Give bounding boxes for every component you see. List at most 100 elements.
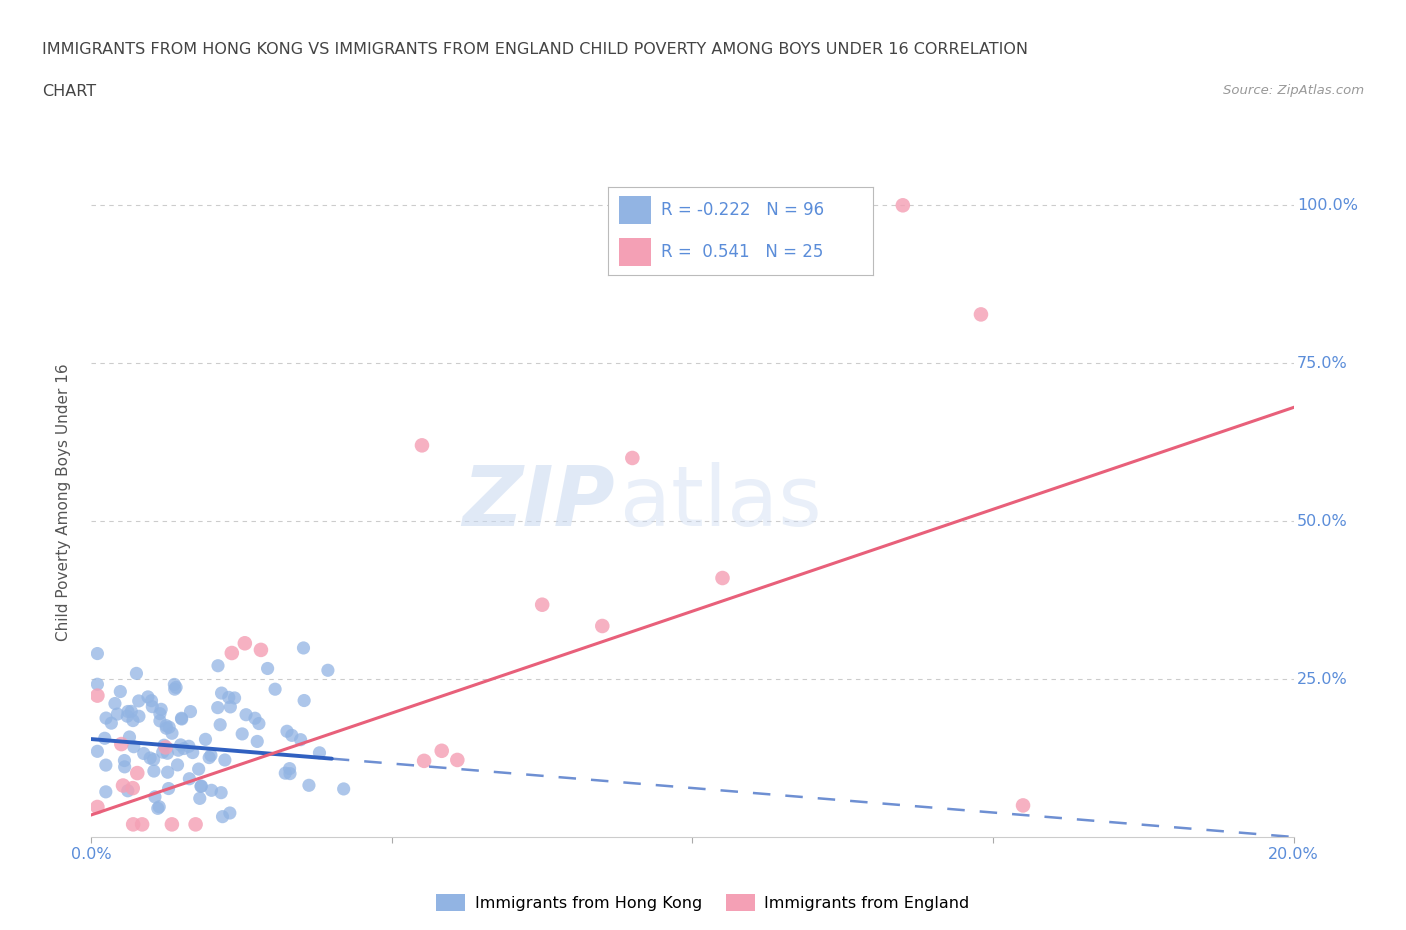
Point [146, 801, 169, 816]
Point [711, 571, 734, 586]
Point [125, 666, 148, 681]
Point [86, 677, 108, 692]
Point [214, 752, 236, 767]
Point [141, 693, 163, 708]
Point [118, 729, 141, 744]
Point [160, 817, 183, 831]
Text: ZIP: ZIP [461, 461, 614, 543]
Point [250, 643, 273, 658]
Point [163, 682, 186, 697]
Point [86, 744, 108, 759]
Point [170, 711, 193, 726]
Point [122, 739, 145, 754]
Point [122, 817, 145, 831]
Point [94, 711, 117, 725]
Point [218, 690, 240, 705]
Point [93, 731, 115, 746]
Point [290, 732, 312, 747]
Point [120, 704, 142, 719]
Point [411, 438, 433, 453]
Point [157, 720, 180, 735]
Point [122, 713, 145, 728]
Point [170, 711, 193, 725]
Point [110, 684, 132, 699]
Text: 25.0%: 25.0% [1298, 671, 1348, 686]
Point [281, 728, 304, 743]
Text: IMMIGRANTS FROM HONG KONG VS IMMIGRANTS FROM ENGLAND CHILD POVERTY AMONG BOYS UN: IMMIGRANTS FROM HONG KONG VS IMMIGRANTS … [42, 42, 1028, 57]
Point [117, 704, 139, 719]
Point [127, 765, 149, 780]
Point [200, 748, 222, 763]
Point [209, 785, 232, 800]
Point [131, 817, 153, 831]
Point [179, 704, 201, 719]
Point [316, 663, 339, 678]
Point [621, 450, 644, 465]
Point [100, 716, 122, 731]
Point [332, 781, 354, 796]
Bar [619, 238, 651, 266]
Point [143, 790, 166, 804]
Point [156, 764, 179, 779]
Point [148, 800, 170, 815]
Point [155, 718, 177, 733]
Text: 75.0%: 75.0% [1298, 356, 1348, 371]
Point [243, 711, 266, 725]
Y-axis label: Child Poverty Among Boys Under 16: Child Poverty Among Boys Under 16 [56, 364, 70, 641]
Point [218, 805, 240, 820]
Point [166, 757, 188, 772]
Point [156, 746, 179, 761]
Point [207, 658, 229, 673]
Point [233, 636, 256, 651]
Point [413, 753, 436, 768]
Bar [619, 196, 651, 224]
Point [276, 724, 298, 738]
Point [142, 752, 165, 767]
Point [224, 690, 246, 705]
Point [198, 751, 221, 765]
Point [110, 737, 132, 751]
Point [184, 817, 207, 831]
Point [86, 800, 108, 815]
Point [531, 597, 554, 612]
Point [167, 743, 190, 758]
Text: 50.0%: 50.0% [1298, 513, 1348, 528]
Point [446, 752, 468, 767]
Point [219, 699, 242, 714]
Point [1012, 798, 1035, 813]
Point [157, 781, 180, 796]
Point [149, 713, 172, 728]
Point [141, 699, 163, 714]
Point [86, 646, 108, 661]
Point [94, 758, 117, 773]
Point [246, 734, 269, 749]
Point [128, 709, 150, 724]
Point [111, 778, 134, 793]
Point [132, 746, 155, 761]
Point [211, 809, 233, 824]
Point [430, 743, 453, 758]
Point [152, 745, 174, 760]
Point [221, 645, 243, 660]
Point [169, 737, 191, 752]
Point [194, 732, 217, 747]
Point [173, 741, 195, 756]
Text: 100.0%: 100.0% [1298, 198, 1358, 213]
Text: atlas: atlas [620, 461, 823, 543]
Point [891, 198, 914, 213]
Point [190, 778, 212, 793]
Point [86, 688, 108, 703]
Point [179, 771, 201, 786]
Point [298, 777, 321, 792]
Point [209, 717, 232, 732]
Point [247, 716, 270, 731]
Point [278, 766, 301, 781]
Point [308, 745, 330, 760]
Text: CHART: CHART [42, 84, 96, 99]
Point [160, 725, 183, 740]
Point [105, 707, 128, 722]
Point [188, 790, 211, 805]
Point [136, 689, 159, 704]
Point [155, 740, 177, 755]
Point [235, 708, 257, 723]
